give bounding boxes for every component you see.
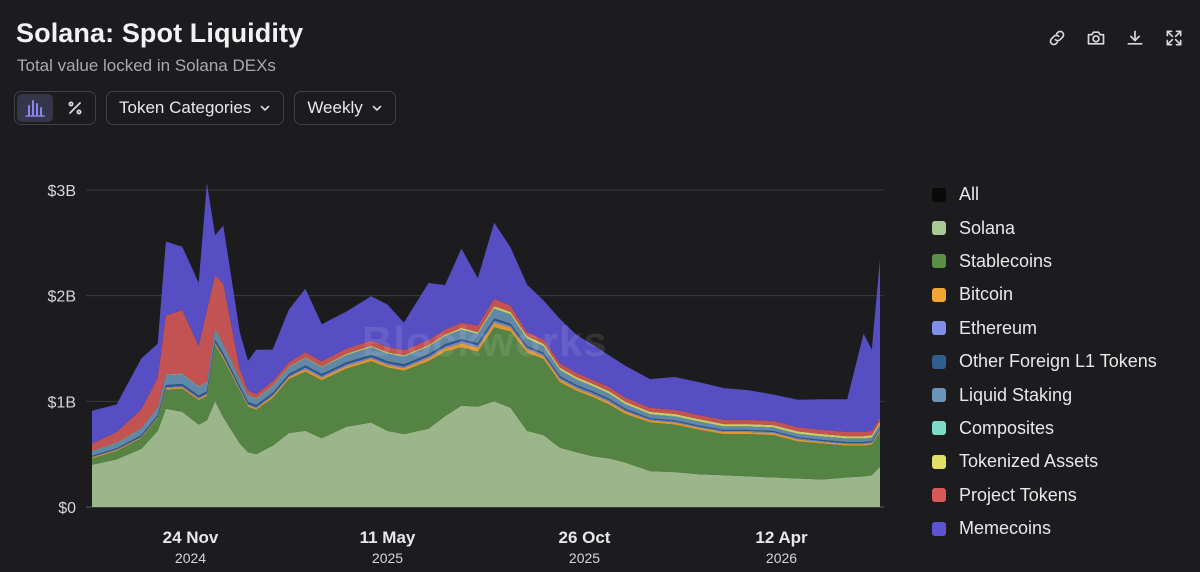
chevron-down-icon — [372, 105, 382, 111]
legend-label: Bitcoin — [959, 284, 1014, 305]
legend-item[interactable]: Other Foreign L1 Tokens — [932, 345, 1157, 378]
stacked-area-chart: $0 $1B $2B $3B 24 Nov 2024 11 May 2025 26 Oct 202… — [48, 183, 884, 566]
series-area — [92, 322, 880, 459]
legend-item[interactable]: Project Tokens — [932, 479, 1157, 512]
legend-swatch — [932, 421, 946, 436]
legend-item[interactable]: Composites — [932, 412, 1157, 445]
page-title: Solana: Spot Liquidity — [16, 18, 304, 48]
legend-label: Tokenized Assets — [959, 451, 1099, 472]
percent-icon[interactable] — [57, 94, 93, 122]
legend-item[interactable]: Tokenized Assets — [932, 445, 1157, 478]
x-tick-year: 2025 — [372, 550, 403, 566]
legend-label: Composites — [959, 417, 1055, 438]
bar-chart-icon[interactable] — [17, 94, 53, 122]
series-area — [92, 318, 880, 457]
legend-label: All — [959, 184, 980, 205]
legend-label: Liquid Staking — [959, 384, 1073, 405]
token-categories-dropdown[interactable]: Token Categories — [106, 91, 285, 125]
legend-swatch — [932, 254, 946, 269]
x-tick-label: 26 Oct — [559, 528, 611, 547]
legend-label: Solana — [959, 217, 1016, 238]
y-tick-label: $1B — [48, 394, 76, 411]
legend-item[interactable]: All — [932, 178, 1157, 211]
interval-label: Weekly — [307, 98, 363, 117]
legend-item[interactable]: Memecoins — [932, 512, 1157, 545]
legend-item[interactable]: Solana — [932, 211, 1157, 244]
toolbar — [1047, 28, 1184, 48]
download-icon[interactable] — [1125, 28, 1145, 48]
legend-item[interactable]: Stablecoins — [932, 245, 1157, 278]
x-tick-year: 2025 — [569, 550, 600, 566]
series-area — [92, 183, 880, 444]
x-tick-year: 2026 — [766, 550, 797, 566]
legend-swatch — [932, 221, 946, 236]
series-area — [92, 401, 880, 507]
legend-swatch — [932, 354, 946, 369]
legend-label: Project Tokens — [959, 484, 1077, 505]
page-subtitle: Total value locked in Solana DEXs — [17, 56, 276, 75]
chart-legend: All Solana Stablecoins Bitcoin Ethereum Other… — [932, 178, 1157, 545]
legend-item[interactable]: Ethereum — [932, 312, 1157, 345]
legend-label: Other Foreign L1 Tokens — [959, 351, 1157, 372]
legend-swatch — [932, 187, 946, 202]
x-tick-year: 2024 — [175, 550, 206, 566]
series-area — [92, 308, 880, 456]
y-tick-label: $2B — [48, 289, 76, 306]
interval-dropdown[interactable]: Weekly — [294, 91, 396, 125]
x-tick-label: 12 Apr — [755, 528, 808, 547]
legend-swatch — [932, 488, 946, 503]
legend-label: Memecoins — [959, 518, 1052, 539]
chart-controls: Token Categories Weekly — [14, 91, 396, 125]
link-icon[interactable] — [1047, 28, 1067, 48]
legend-item[interactable]: Liquid Staking — [932, 378, 1157, 411]
legend-swatch — [932, 454, 946, 469]
legend-label: Stablecoins — [959, 250, 1053, 271]
legend-swatch — [932, 321, 946, 336]
legend-item[interactable]: Bitcoin — [932, 278, 1157, 311]
x-tick-label: 24 Nov — [163, 528, 219, 547]
expand-icon[interactable] — [1164, 28, 1184, 48]
legend-swatch — [932, 287, 946, 302]
x-tick-label: 11 May — [360, 528, 416, 547]
legend-swatch — [932, 521, 946, 536]
legend-swatch — [932, 388, 946, 403]
y-tick-label: $3B — [48, 183, 76, 200]
legend-label: Ethereum — [959, 317, 1038, 338]
token-categories-label: Token Categories — [119, 98, 252, 117]
y-tick-label: $0 — [58, 500, 76, 517]
series-area — [92, 327, 880, 480]
view-toggle — [14, 91, 96, 125]
chevron-down-icon — [261, 105, 270, 111]
camera-icon[interactable] — [1086, 28, 1106, 48]
